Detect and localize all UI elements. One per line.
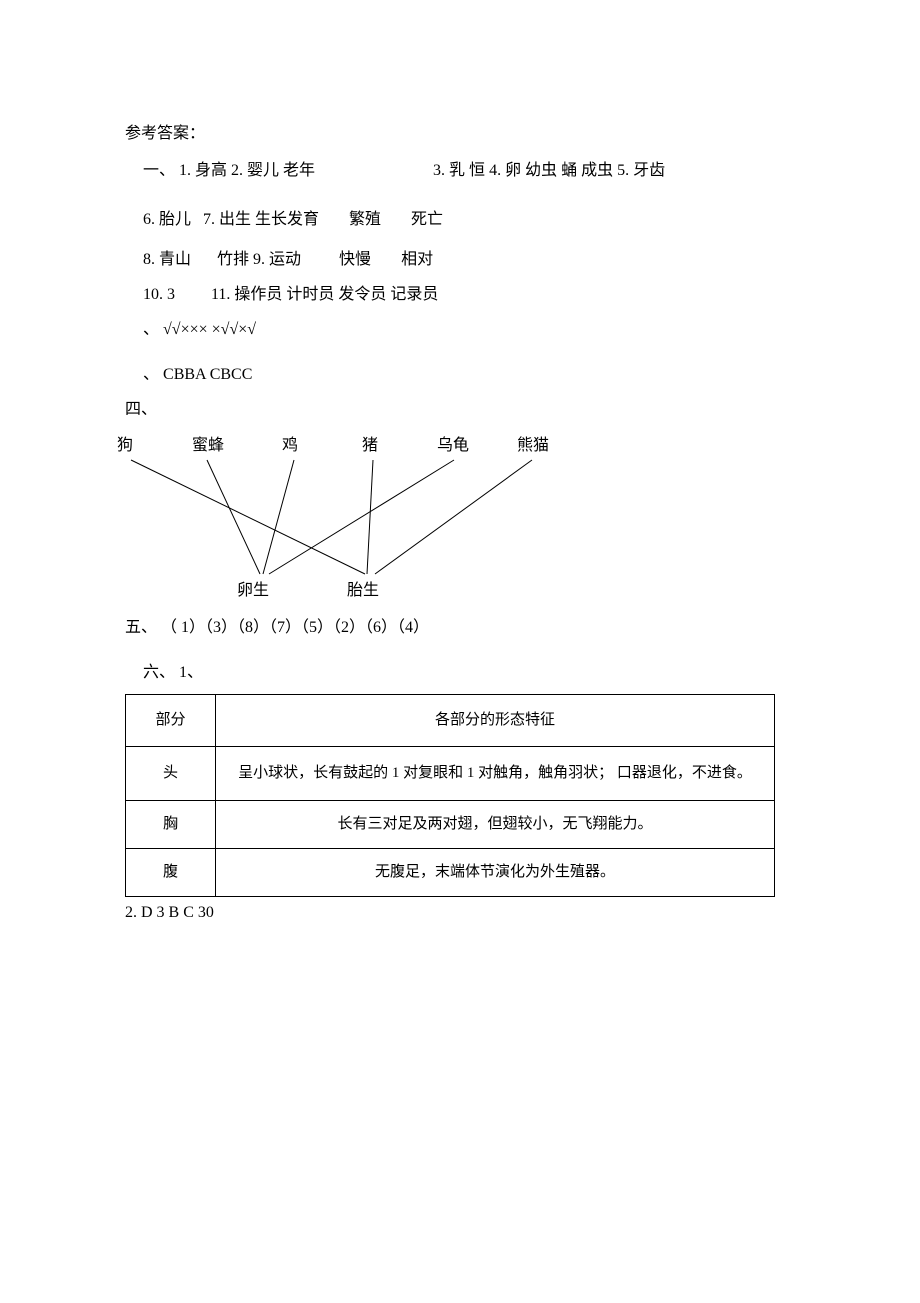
diagram-top-label: 乌龟: [437, 432, 469, 461]
matching-diagram: 狗蜜蜂鸡猪乌龟熊猫 卵生胎生: [117, 432, 617, 602]
diagram-top-label: 熊猫: [517, 432, 549, 461]
table-cell-abdomen: 腹: [126, 848, 216, 896]
table-cell-thorax: 胸: [126, 800, 216, 848]
table-row: 腹 无腹足，末端体节演化为外生殖器。: [126, 848, 775, 896]
table-row: 部分 各部分的形态特征: [126, 694, 775, 746]
table-row: 头 呈小球状，长有鼓起的 1 对复眼和 1 对触角，触角羽状； 口器退化，不进食…: [126, 746, 775, 800]
section-2-line: 、 √√××× ×√√×√: [125, 316, 805, 345]
section-4-prefix: 四、: [125, 401, 157, 418]
section-5-sequence: （ 1）（3）（8）（7）（5）（2）（6）（4）: [161, 619, 429, 636]
answer-4: 4. 卵 幼虫 蛹 成虫: [489, 162, 613, 179]
answer-10: 10. 3: [143, 286, 175, 303]
table-header-col1: 部分: [126, 694, 216, 746]
answer-9b: 快慢: [339, 251, 371, 268]
table-cell-abdomen-desc: 无腹足，末端体节演化为外生殖器。: [216, 848, 775, 896]
section-2-prefix: 、: [143, 321, 159, 338]
section-5-prefix: 五、: [125, 619, 157, 636]
diagram-top-label: 猪: [362, 432, 378, 461]
answer-6: 6. 胎儿: [143, 211, 191, 228]
section-6-after: 2. D 3 B C 30: [125, 899, 805, 928]
table-cell-head: 头: [126, 746, 216, 800]
section-3-prefix: 、: [143, 366, 159, 383]
diagram-bottom-label: 胎生: [347, 577, 379, 606]
answer-1: 1. 身高: [179, 162, 227, 179]
table-cell-thorax-desc: 长有三对足及两对翅，但翅较小，无飞翔能力。: [216, 800, 775, 848]
table-row: 胸 长有三对足及两对翅，但翅较小，无飞翔能力。: [126, 800, 775, 848]
section-2-marks: √√××× ×√√×√: [163, 321, 256, 338]
section-5-line: 五、 （ 1）（3）（8）（7）（5）（2）（6）（4）: [125, 614, 805, 643]
answer-8b: 竹排: [217, 251, 249, 268]
answer-9c: 相对: [401, 251, 433, 268]
section-1-line-3: 8. 青山 竹排 9. 运动 快慢 相对: [125, 246, 805, 275]
section-3-line: 、 CBBA CBCC: [125, 361, 805, 390]
diagram-bottom-label: 卵生: [237, 577, 269, 606]
answer-7b: 繁殖: [349, 211, 381, 228]
diagram-top-label: 蜜蜂: [192, 432, 224, 461]
table-cell-head-desc: 呈小球状，长有鼓起的 1 对复眼和 1 对触角，触角羽状； 口器退化，不进食。: [216, 746, 775, 800]
section-1-prefix: 一、: [143, 162, 175, 179]
diagram-top-label: 鸡: [282, 432, 298, 461]
answer-2: 2. 婴儿 老年: [231, 162, 315, 179]
answer-3: 3. 乳 恒: [433, 162, 485, 179]
section-3-answers: CBBA CBCC: [163, 366, 252, 383]
morphology-table: 部分 各部分的形态特征 头 呈小球状，长有鼓起的 1 对复眼和 1 对触角，触角…: [125, 694, 775, 897]
answer-key-title: 参考答案：: [125, 120, 805, 149]
section-6-prefix-line: 六、 1、: [125, 659, 805, 688]
answer-5: 5. 牙齿: [617, 162, 665, 179]
table-header-col2: 各部分的形态特征: [216, 694, 775, 746]
answer-11: 11. 操作员 计时员 发令员 记录员: [211, 286, 438, 303]
answer-8: 8. 青山: [143, 251, 191, 268]
answer-7c: 死亡: [411, 211, 443, 228]
section-1-line-4: 10. 3 11. 操作员 计时员 发令员 记录员: [125, 281, 805, 310]
section-1-line-2: 6. 胎儿 7. 出生 生长发育 繁殖 死亡: [125, 206, 805, 235]
answer-7: 7. 出生 生长发育: [203, 211, 319, 228]
section-4-prefix-line: 四、: [125, 396, 805, 425]
section-6-prefix: 六、 1、: [143, 664, 203, 681]
section-1-line-1: 一、 1. 身高 2. 婴儿 老年 3. 乳 恒 4. 卵 幼虫 蛹 成虫 5.…: [125, 157, 805, 186]
answer-9: 9. 运动: [253, 251, 301, 268]
diagram-top-label: 狗: [117, 432, 133, 461]
